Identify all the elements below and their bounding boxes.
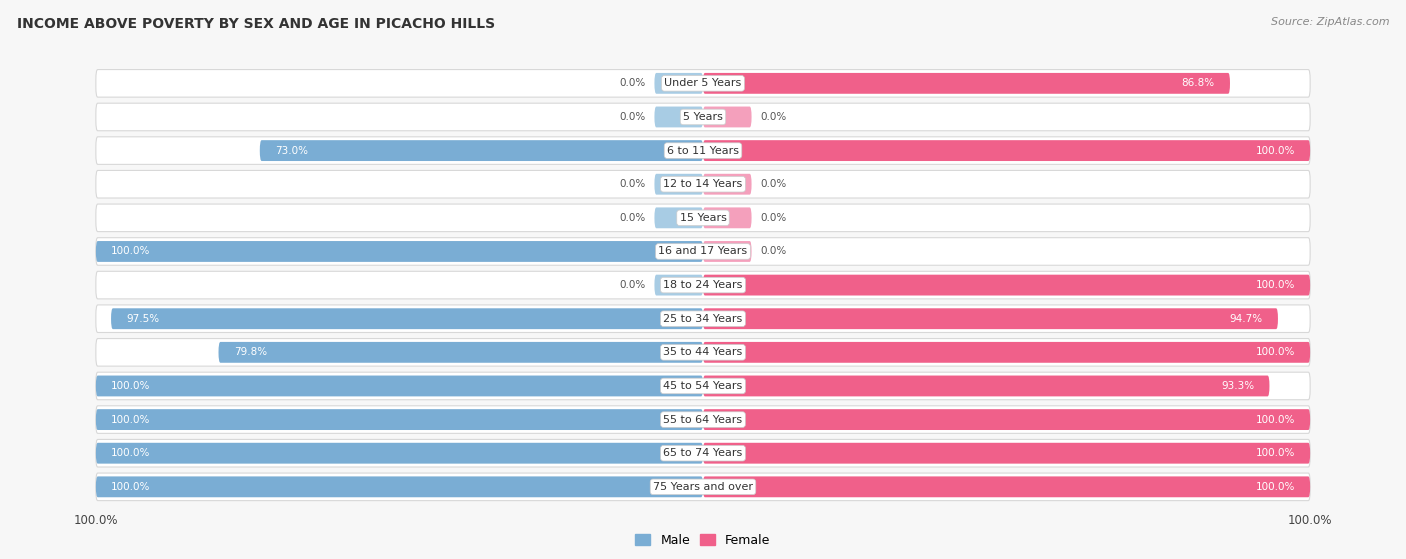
Text: 18 to 24 Years: 18 to 24 Years <box>664 280 742 290</box>
FancyBboxPatch shape <box>96 339 1310 366</box>
FancyBboxPatch shape <box>703 476 1310 498</box>
FancyBboxPatch shape <box>96 241 703 262</box>
FancyBboxPatch shape <box>654 73 703 94</box>
Text: 0.0%: 0.0% <box>619 112 645 122</box>
Text: 0.0%: 0.0% <box>619 179 645 189</box>
FancyBboxPatch shape <box>96 103 1310 131</box>
Text: 100.0%: 100.0% <box>111 381 150 391</box>
Text: 100.0%: 100.0% <box>111 247 150 257</box>
Text: 100.0%: 100.0% <box>1256 280 1295 290</box>
FancyBboxPatch shape <box>96 271 1310 299</box>
Text: 12 to 14 Years: 12 to 14 Years <box>664 179 742 189</box>
FancyBboxPatch shape <box>96 238 1310 266</box>
FancyBboxPatch shape <box>111 309 703 329</box>
FancyBboxPatch shape <box>703 376 1270 396</box>
Text: 100.0%: 100.0% <box>1256 448 1295 458</box>
FancyBboxPatch shape <box>654 207 703 228</box>
FancyBboxPatch shape <box>96 476 703 498</box>
Text: 100.0%: 100.0% <box>111 448 150 458</box>
Text: 0.0%: 0.0% <box>761 213 787 223</box>
FancyBboxPatch shape <box>703 309 1278 329</box>
Text: Under 5 Years: Under 5 Years <box>665 78 741 88</box>
FancyBboxPatch shape <box>96 137 1310 164</box>
FancyBboxPatch shape <box>703 342 1310 363</box>
Text: 73.0%: 73.0% <box>276 145 308 155</box>
FancyBboxPatch shape <box>654 107 703 127</box>
Text: 100.0%: 100.0% <box>111 415 150 425</box>
Text: 0.0%: 0.0% <box>761 247 787 257</box>
Text: 94.7%: 94.7% <box>1230 314 1263 324</box>
Text: 100.0%: 100.0% <box>1256 347 1295 357</box>
Text: 100.0%: 100.0% <box>1256 482 1295 492</box>
FancyBboxPatch shape <box>96 372 1310 400</box>
FancyBboxPatch shape <box>703 107 752 127</box>
Legend: Male, Female: Male, Female <box>630 529 776 552</box>
FancyBboxPatch shape <box>96 170 1310 198</box>
FancyBboxPatch shape <box>703 409 1310 430</box>
FancyBboxPatch shape <box>703 443 1310 463</box>
FancyBboxPatch shape <box>96 443 703 463</box>
Text: 16 and 17 Years: 16 and 17 Years <box>658 247 748 257</box>
Text: 97.5%: 97.5% <box>127 314 159 324</box>
FancyBboxPatch shape <box>703 241 752 262</box>
FancyBboxPatch shape <box>96 69 1310 97</box>
FancyBboxPatch shape <box>260 140 703 161</box>
Text: 5 Years: 5 Years <box>683 112 723 122</box>
FancyBboxPatch shape <box>703 207 752 228</box>
Text: 0.0%: 0.0% <box>619 280 645 290</box>
Text: 93.3%: 93.3% <box>1222 381 1254 391</box>
Text: 100.0%: 100.0% <box>111 482 150 492</box>
FancyBboxPatch shape <box>96 376 703 396</box>
Text: 100.0%: 100.0% <box>1256 415 1295 425</box>
Text: 0.0%: 0.0% <box>619 78 645 88</box>
FancyBboxPatch shape <box>703 73 1230 94</box>
Text: 35 to 44 Years: 35 to 44 Years <box>664 347 742 357</box>
Text: 55 to 64 Years: 55 to 64 Years <box>664 415 742 425</box>
Text: 79.8%: 79.8% <box>233 347 267 357</box>
Text: 0.0%: 0.0% <box>761 179 787 189</box>
Text: 6 to 11 Years: 6 to 11 Years <box>666 145 740 155</box>
Text: 86.8%: 86.8% <box>1181 78 1215 88</box>
Text: INCOME ABOVE POVERTY BY SEX AND AGE IN PICACHO HILLS: INCOME ABOVE POVERTY BY SEX AND AGE IN P… <box>17 17 495 31</box>
Text: 0.0%: 0.0% <box>619 213 645 223</box>
Text: Source: ZipAtlas.com: Source: ZipAtlas.com <box>1271 17 1389 27</box>
Text: 75 Years and over: 75 Years and over <box>652 482 754 492</box>
FancyBboxPatch shape <box>703 140 1310 161</box>
FancyBboxPatch shape <box>703 174 752 195</box>
FancyBboxPatch shape <box>96 473 1310 501</box>
Text: 15 Years: 15 Years <box>679 213 727 223</box>
FancyBboxPatch shape <box>96 406 1310 433</box>
FancyBboxPatch shape <box>96 439 1310 467</box>
Text: 25 to 34 Years: 25 to 34 Years <box>664 314 742 324</box>
FancyBboxPatch shape <box>96 305 1310 333</box>
Text: 65 to 74 Years: 65 to 74 Years <box>664 448 742 458</box>
FancyBboxPatch shape <box>654 274 703 296</box>
FancyBboxPatch shape <box>218 342 703 363</box>
FancyBboxPatch shape <box>96 409 703 430</box>
FancyBboxPatch shape <box>703 274 1310 296</box>
Text: 0.0%: 0.0% <box>761 112 787 122</box>
FancyBboxPatch shape <box>654 174 703 195</box>
Text: 100.0%: 100.0% <box>1256 145 1295 155</box>
Text: 45 to 54 Years: 45 to 54 Years <box>664 381 742 391</box>
FancyBboxPatch shape <box>96 204 1310 231</box>
